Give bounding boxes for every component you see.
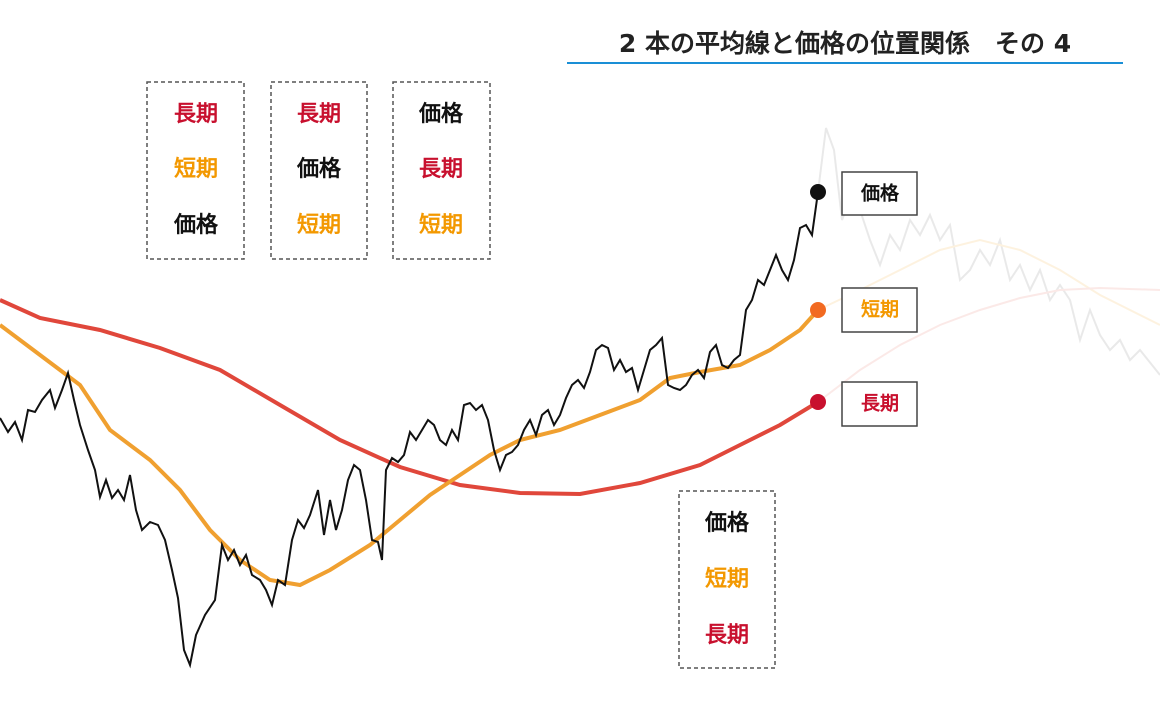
long-ma-line <box>0 298 820 497</box>
title: 2 本の平均線と価格の位置関係 その 4 <box>619 29 1071 58</box>
faded-future <box>817 127 1160 403</box>
order-label: 短期 <box>705 567 749 592</box>
order-label: 長期 <box>297 102 341 127</box>
order-label: 短期 <box>419 213 463 238</box>
price-dot <box>810 184 826 200</box>
order-label: 短期 <box>297 213 341 238</box>
order-boxes <box>146 81 776 669</box>
order-label: 長期 <box>419 157 463 182</box>
end-label-boxes <box>841 171 918 427</box>
price-line <box>0 191 819 669</box>
end-label: 長期 <box>861 393 899 415</box>
short-dot <box>810 302 826 318</box>
order-labels: 長期 短期 価格 長期 価格 短期 価格 長期 短期 価格 短期 長期 <box>173 101 750 648</box>
order-label: 長期 <box>174 102 218 127</box>
order-label: 価格 <box>296 156 342 182</box>
long-dot <box>810 394 826 410</box>
order-label: 短期 <box>174 157 218 182</box>
order-label: 価格 <box>704 510 750 536</box>
end-label: 価格 <box>860 182 900 205</box>
order-label: 価格 <box>418 101 464 127</box>
order-label: 価格 <box>173 212 219 238</box>
end-label: 短期 <box>861 298 899 321</box>
order-label: 長期 <box>705 623 749 648</box>
